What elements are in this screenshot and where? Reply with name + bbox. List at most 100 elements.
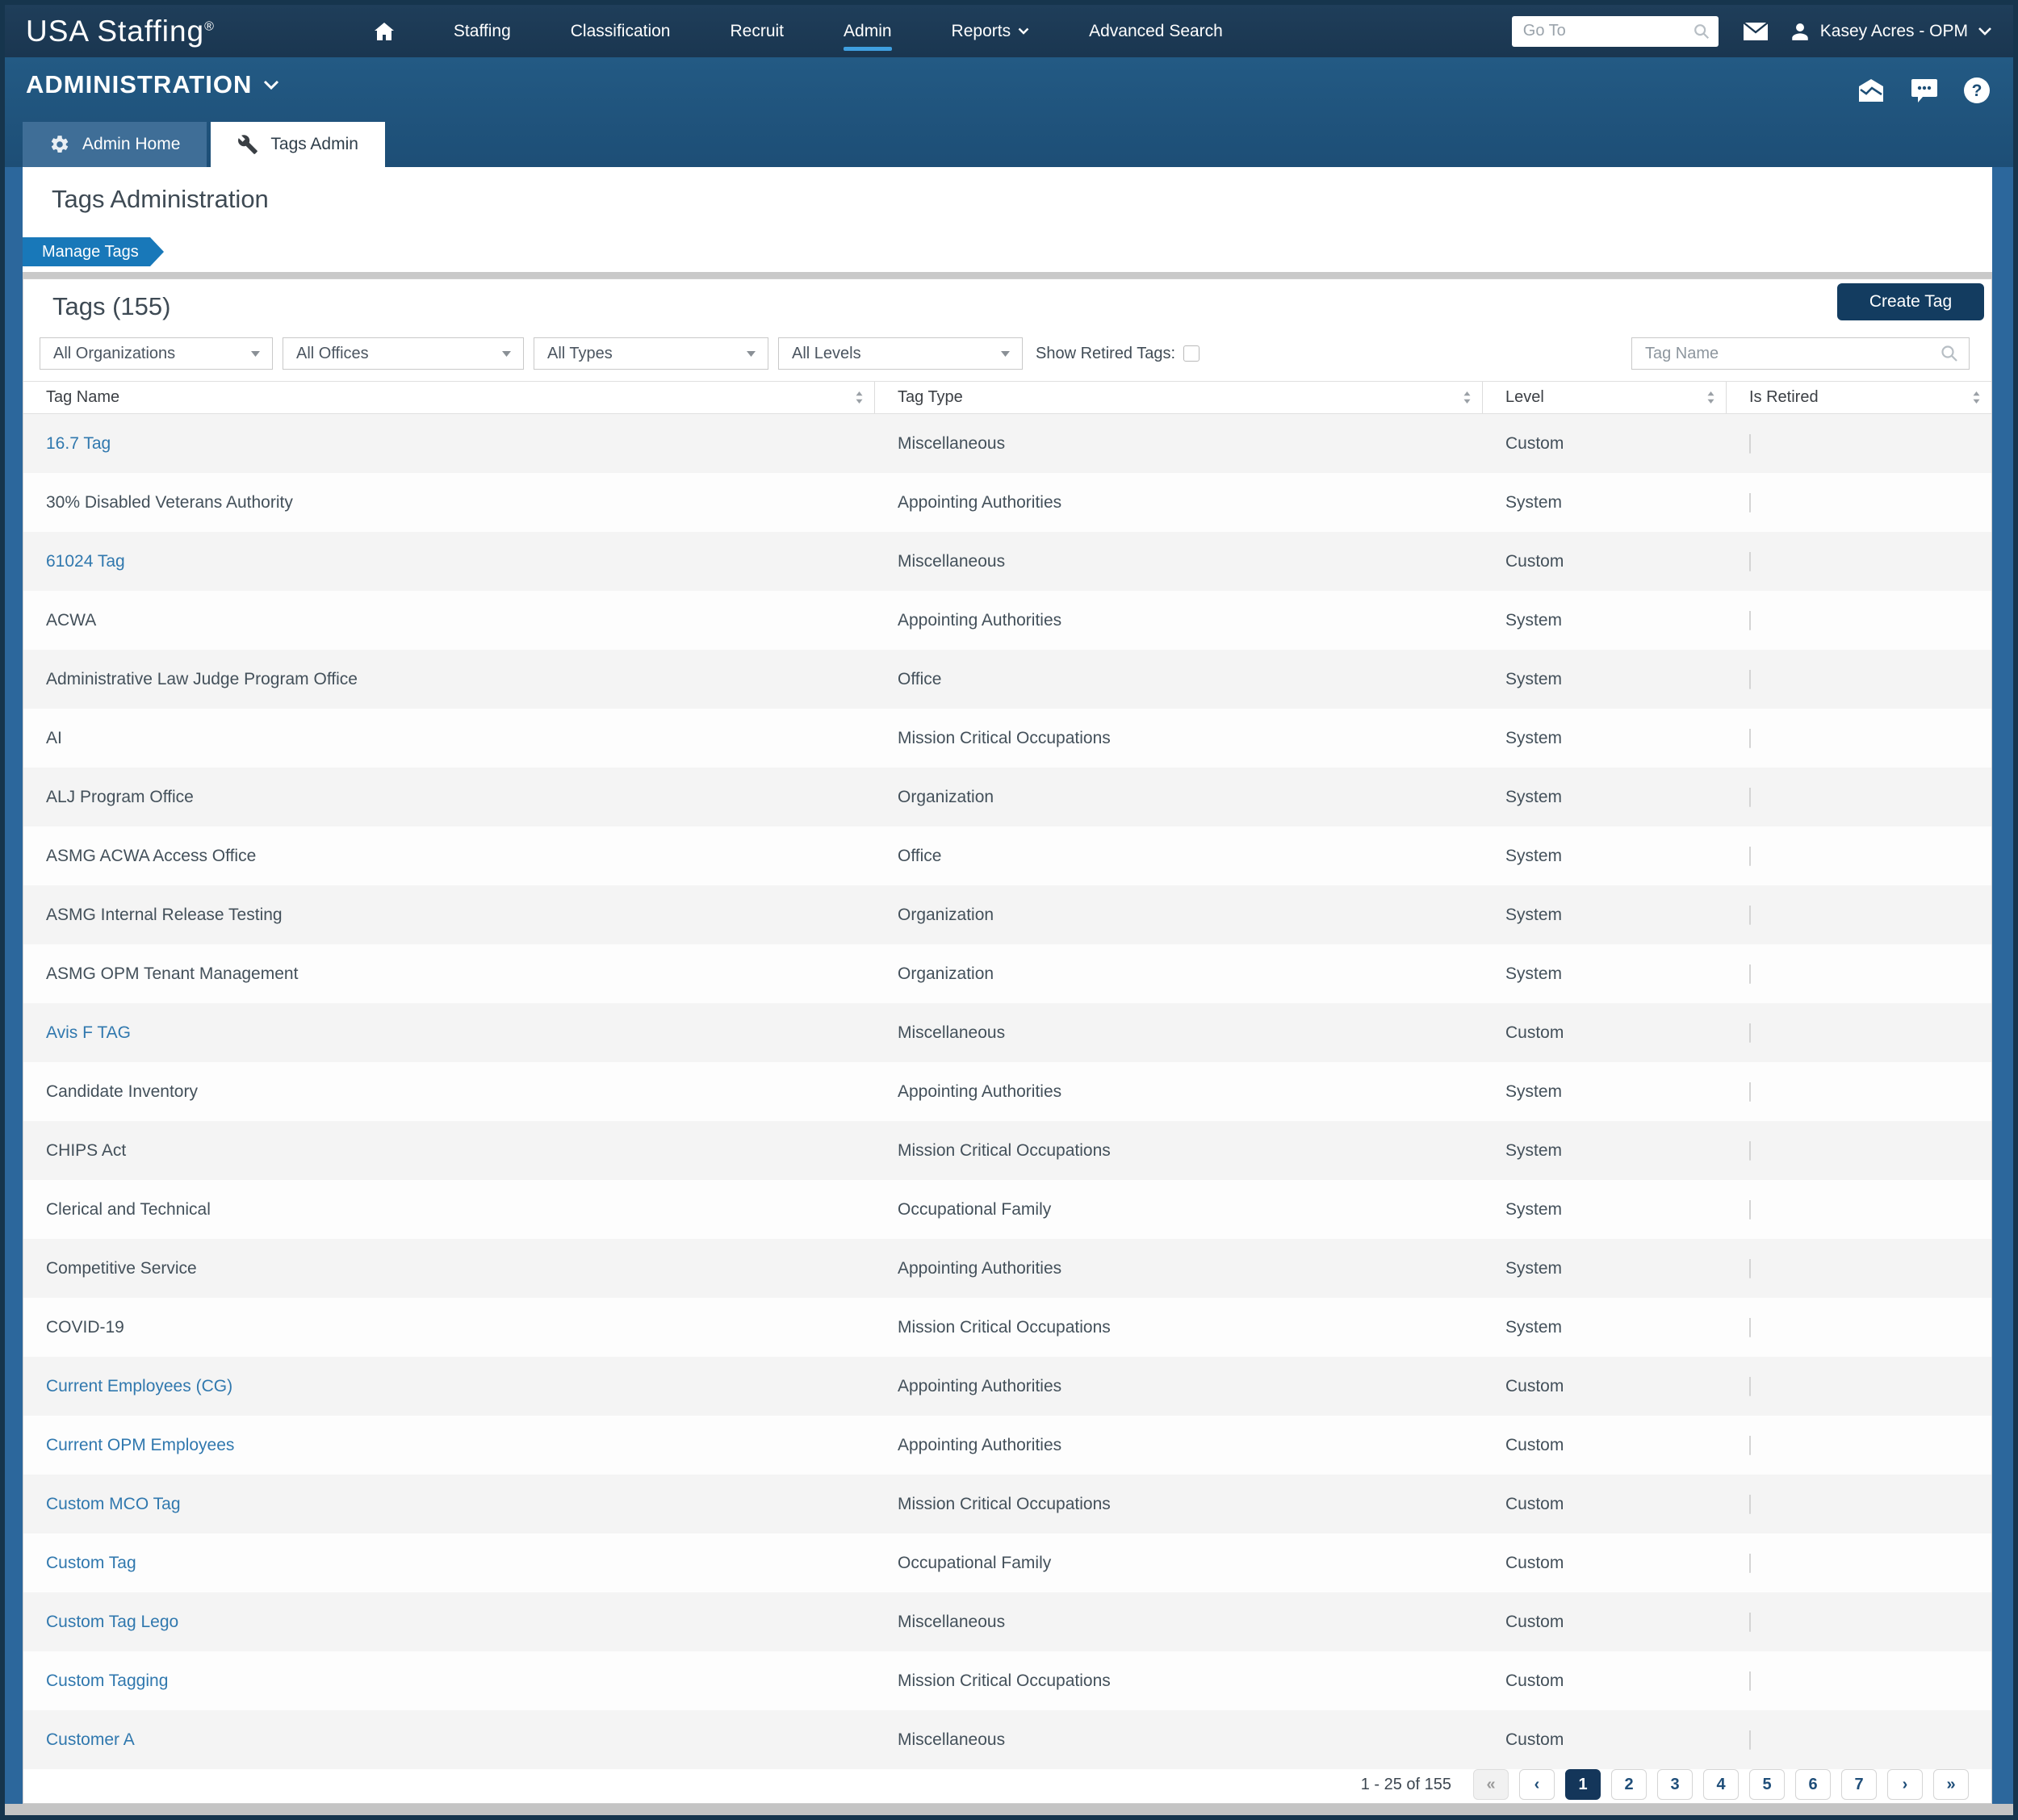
last-page-button[interactable]: » (1933, 1769, 1969, 1800)
is-retired-checkbox[interactable] (1749, 1436, 1751, 1455)
show-retired-label: Show Retired Tags: (1036, 345, 1175, 363)
tag-name-cell: 61024 Tag (23, 552, 875, 571)
is-retired-checkbox[interactable] (1749, 1730, 1751, 1750)
chat-icon[interactable] (1910, 77, 1939, 104)
page-button-2[interactable]: 2 (1611, 1769, 1647, 1800)
page-button-5[interactable]: 5 (1749, 1769, 1785, 1800)
nav-item-classification[interactable]: Classification (571, 15, 671, 48)
goto-search-box[interactable] (1512, 16, 1719, 47)
tag-name-link[interactable]: Custom Tag Lego (46, 1613, 178, 1631)
nav-item-recruit[interactable]: Recruit (730, 15, 784, 48)
tag-name-link[interactable]: Customer A (46, 1730, 135, 1749)
is-retired-checkbox[interactable] (1749, 1495, 1751, 1514)
is-retired-checkbox[interactable] (1749, 1082, 1751, 1102)
is-retired-checkbox[interactable] (1749, 1200, 1751, 1220)
help-icon[interactable]: ? (1963, 77, 1991, 104)
tag-name-search-input[interactable] (1645, 345, 1940, 363)
filter-select-all-levels[interactable]: All Levels (778, 337, 1023, 370)
is-retired-checkbox[interactable] (1749, 434, 1751, 454)
table-row: 30% Disabled Veterans AuthorityAppointin… (23, 473, 1991, 532)
is-retired-checkbox[interactable] (1749, 1613, 1751, 1632)
nav-item-reports[interactable]: Reports (952, 15, 1030, 48)
pagination-buttons: «‹1234567›» (1473, 1769, 1969, 1800)
column-header-is-retired[interactable]: Is Retired (1727, 382, 1991, 413)
tag-name-search-box[interactable] (1631, 337, 1970, 370)
page-button-3[interactable]: 3 (1657, 1769, 1693, 1800)
filter-select-all-offices[interactable]: All Offices (283, 337, 524, 370)
is-retired-checkbox[interactable] (1749, 1377, 1751, 1396)
tag-name-link[interactable]: Current Employees (CG) (46, 1377, 232, 1395)
is-retired-checkbox[interactable] (1749, 788, 1751, 807)
tab-admin-home[interactable]: Admin Home (23, 122, 207, 167)
is-retired-checkbox[interactable] (1749, 670, 1751, 689)
is-retired-checkbox[interactable] (1749, 847, 1751, 866)
sort-icon[interactable] (1971, 391, 1982, 404)
home-nav-item[interactable] (375, 16, 394, 47)
tag-name-link[interactable]: Custom Tagging (46, 1671, 168, 1690)
sort-icon[interactable] (1706, 391, 1716, 404)
show-retired-checkbox[interactable] (1183, 345, 1199, 362)
tag-name-cell: Custom Tag (23, 1554, 875, 1573)
is-retired-checkbox[interactable] (1749, 552, 1751, 571)
is-retired-checkbox[interactable] (1749, 729, 1751, 748)
is-retired-checkbox[interactable] (1749, 1023, 1751, 1043)
metrics-icon[interactable] (1857, 77, 1886, 104)
tag-name-cell: Current Employees (CG) (23, 1377, 875, 1396)
goto-input[interactable] (1523, 22, 1693, 40)
is-retired-cell (1727, 1082, 1991, 1102)
breadcrumb-manage-tags[interactable]: Manage Tags (23, 237, 150, 266)
is-retired-checkbox[interactable] (1749, 493, 1751, 513)
create-tag-button[interactable]: Create Tag (1837, 283, 1984, 320)
sort-icon[interactable] (854, 391, 865, 404)
tab-tags-admin[interactable]: Tags Admin (211, 122, 385, 167)
is-retired-checkbox[interactable] (1749, 1259, 1751, 1278)
is-retired-cell (1727, 552, 1991, 571)
page-button-1[interactable]: 1 (1565, 1769, 1601, 1800)
tag-type-cell: Mission Critical Occupations (875, 1671, 1483, 1691)
next-page-button[interactable]: › (1887, 1769, 1923, 1800)
tag-name-link[interactable]: Current OPM Employees (46, 1436, 234, 1454)
tag-name-link[interactable]: Avis F TAG (46, 1023, 131, 1042)
user-menu[interactable]: Kasey Acres - OPM (1790, 21, 1992, 42)
is-retired-checkbox[interactable] (1749, 1141, 1751, 1161)
level-cell: System (1483, 729, 1727, 748)
is-retired-cell (1727, 1730, 1991, 1750)
nav-item-advanced-search[interactable]: Advanced Search (1089, 15, 1223, 48)
table-row: ASMG OPM Tenant ManagementOrganizationSy… (23, 944, 1991, 1003)
is-retired-cell (1727, 1141, 1991, 1161)
tag-name-link[interactable]: 16.7 Tag (46, 434, 111, 453)
is-retired-checkbox[interactable] (1749, 1671, 1751, 1691)
is-retired-checkbox[interactable] (1749, 611, 1751, 630)
tag-name-link[interactable]: Custom Tag (46, 1554, 136, 1572)
is-retired-checkbox[interactable] (1749, 906, 1751, 925)
page-button-4[interactable]: 4 (1703, 1769, 1739, 1800)
tag-name-link[interactable]: Custom MCO Tag (46, 1495, 181, 1513)
chevron-down-icon (1978, 27, 1992, 36)
column-header-tag-name[interactable]: Tag Name (23, 382, 875, 413)
level-cell: Custom (1483, 1023, 1727, 1043)
scrollbar-track[interactable] (5, 1804, 2013, 1815)
is-retired-checkbox[interactable] (1749, 1318, 1751, 1337)
nav-item-staffing[interactable]: Staffing (454, 15, 511, 48)
is-retired-checkbox[interactable] (1749, 964, 1751, 984)
previous-page-button[interactable]: ‹ (1519, 1769, 1555, 1800)
administration-menu[interactable]: ADMINISTRATION (5, 57, 279, 99)
tag-name-link[interactable]: 61024 Tag (46, 552, 125, 571)
column-header-level[interactable]: Level (1483, 382, 1727, 413)
nav-item-admin[interactable]: Admin (844, 15, 892, 48)
level-cell: System (1483, 493, 1727, 513)
table-row: Candidate InventoryAppointing Authoritie… (23, 1062, 1991, 1121)
tag-name-cell: CHIPS Act (23, 1141, 875, 1161)
filter-selects: All Organizations All Offices All Types All… (40, 337, 1032, 370)
level-cell: Custom (1483, 1495, 1727, 1514)
filter-select-all-organizations[interactable]: All Organizations (40, 337, 273, 370)
page-button-7[interactable]: 7 (1841, 1769, 1877, 1800)
is-retired-checkbox[interactable] (1749, 1554, 1751, 1573)
sort-icon[interactable] (1462, 391, 1472, 404)
mail-icon[interactable] (1743, 22, 1769, 41)
filter-select-all-types[interactable]: All Types (534, 337, 768, 370)
level-cell: Custom (1483, 1436, 1727, 1455)
is-retired-cell (1727, 1259, 1991, 1278)
column-header-tag-type[interactable]: Tag Type (875, 382, 1483, 413)
page-button-6[interactable]: 6 (1795, 1769, 1831, 1800)
